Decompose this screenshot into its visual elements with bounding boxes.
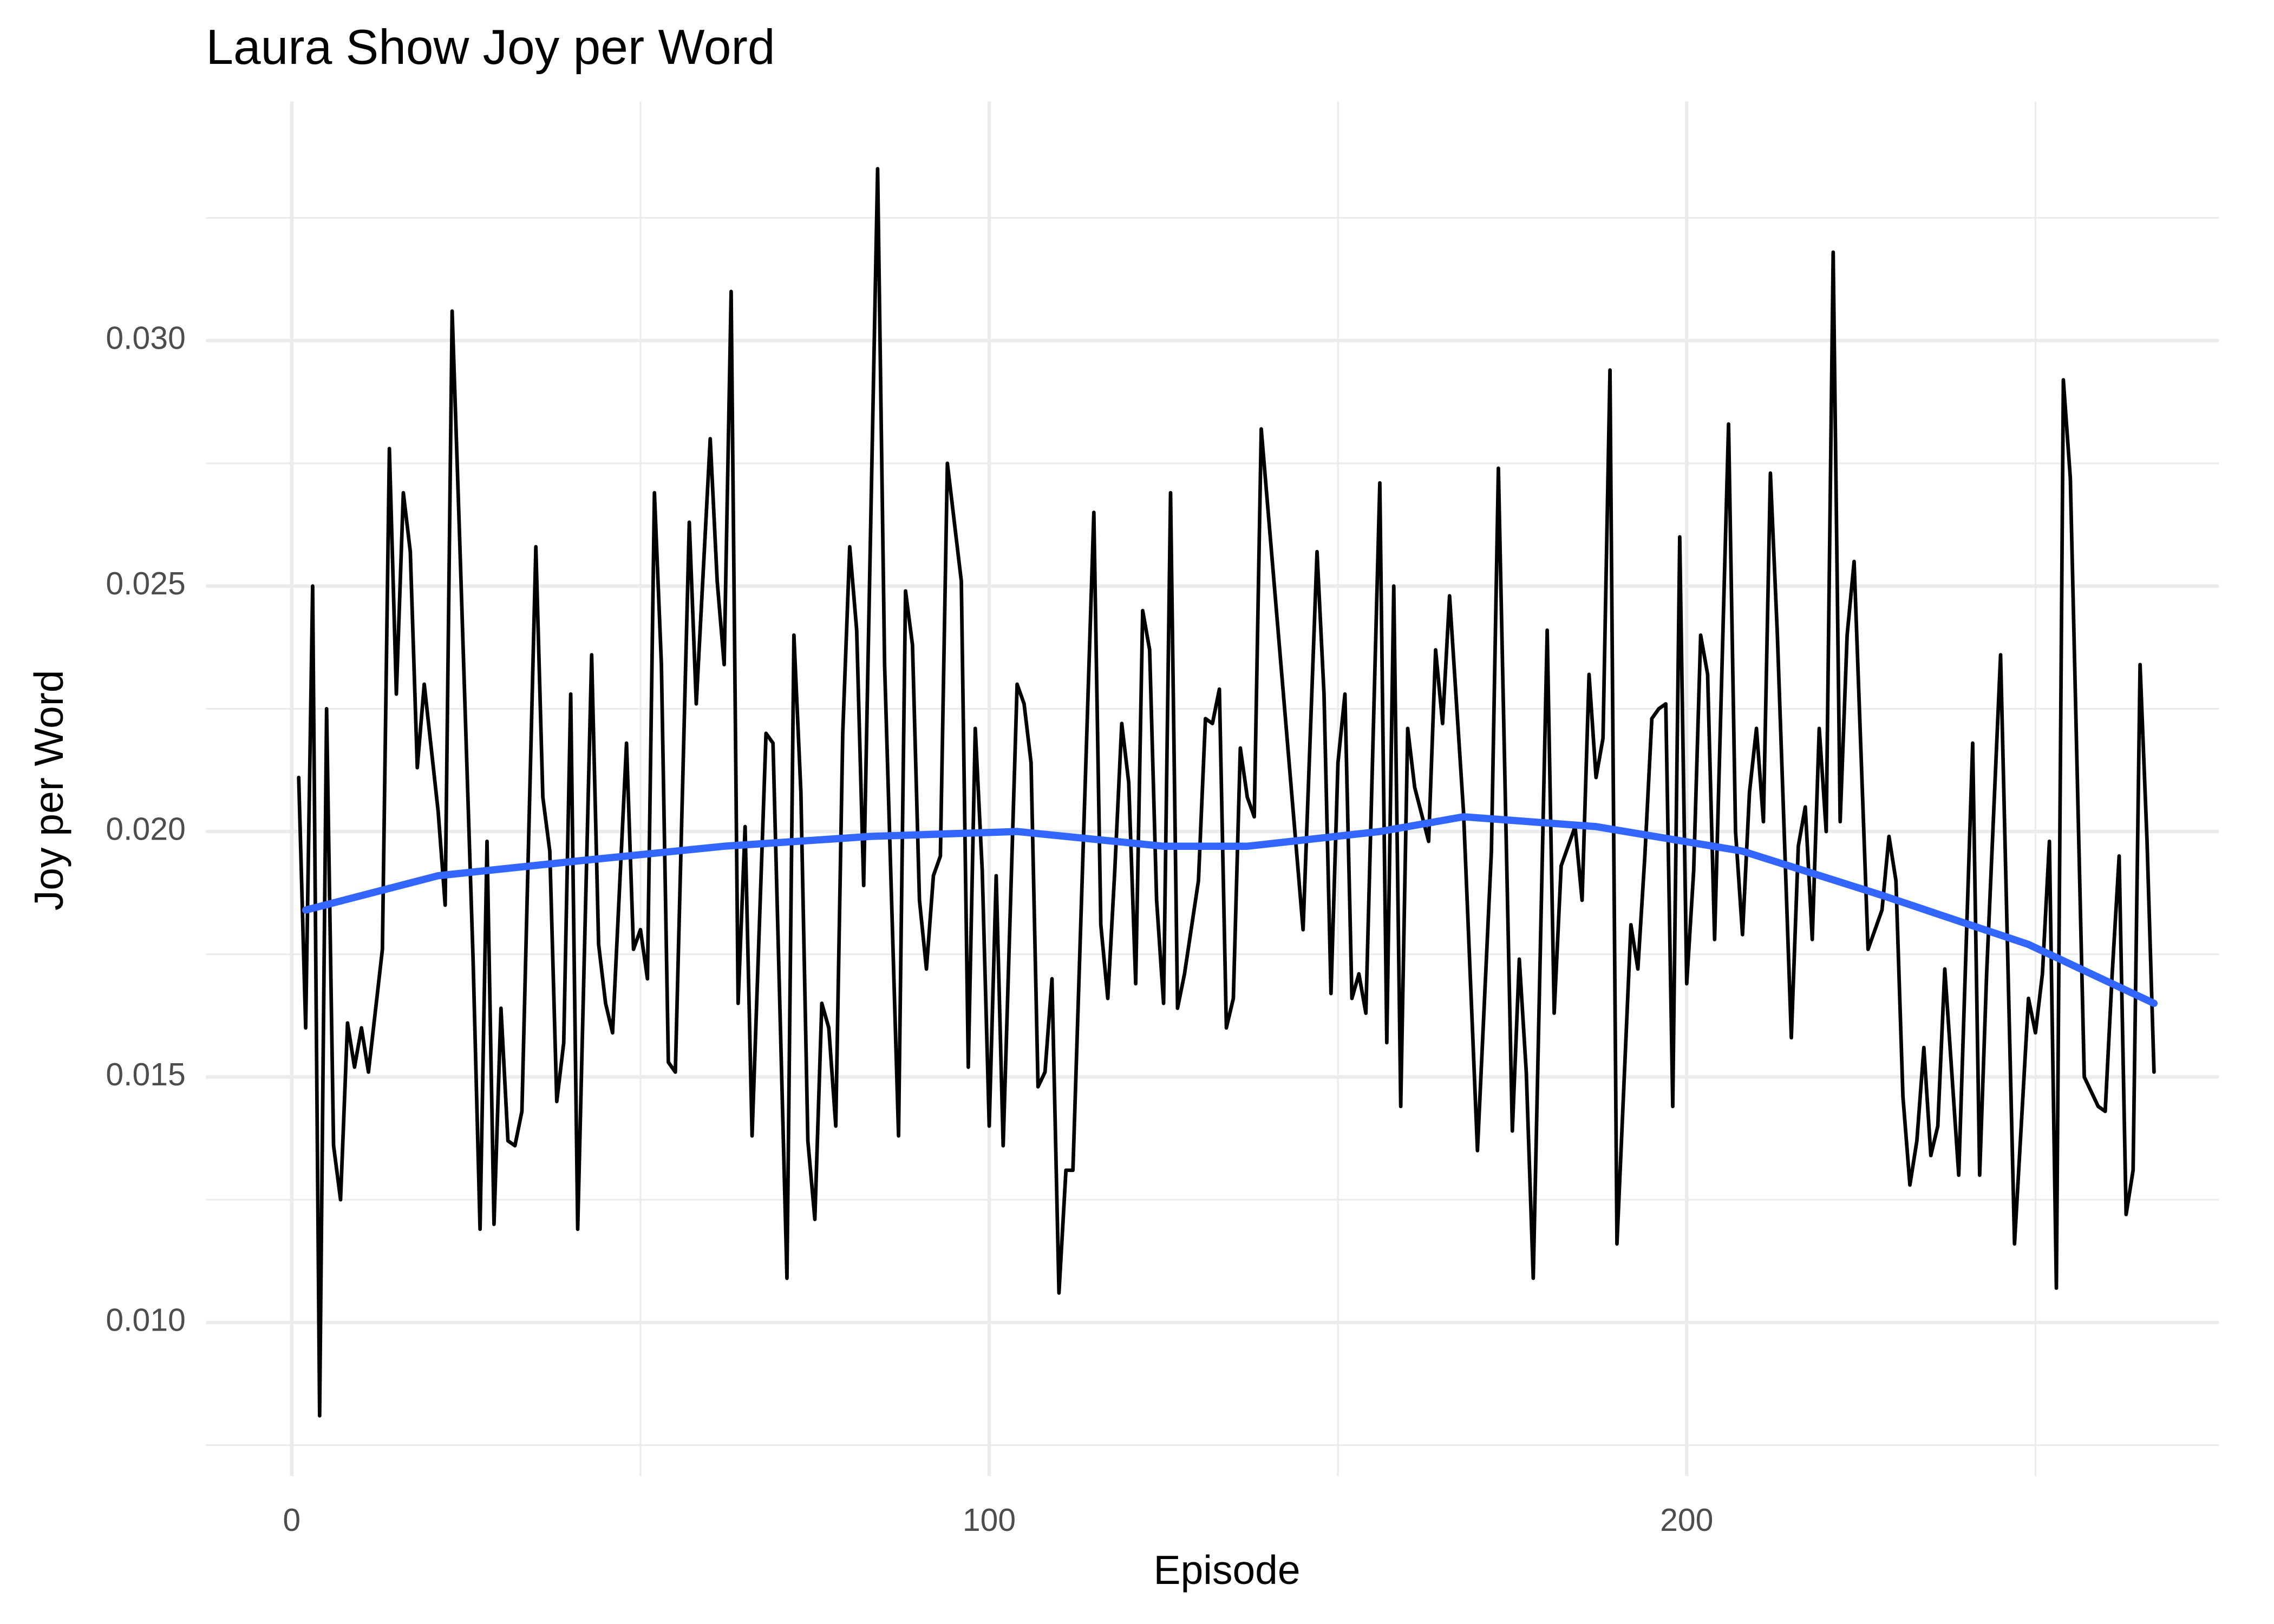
chart-title: Laura Show Joy per Word <box>206 20 775 75</box>
x-axis-title: Episode <box>1154 1547 1301 1593</box>
y-tick-label: 0.020 <box>106 812 185 847</box>
x-tick-label: 0 <box>283 1503 300 1538</box>
y-tick-label: 0.015 <box>106 1057 185 1092</box>
data-line <box>302 813 2158 1007</box>
y-tick-label: 0.025 <box>106 566 185 601</box>
y-tick-label: 0.030 <box>106 321 185 356</box>
y-tick-label: 0.010 <box>106 1302 185 1338</box>
plot-area <box>297 167 2158 1418</box>
x-tick-label: 200 <box>1660 1503 1713 1538</box>
data-line <box>297 167 2156 1418</box>
x-tick-label: 100 <box>963 1503 1016 1538</box>
grid <box>206 101 2219 1476</box>
y-axis-title: Joy per Word <box>26 670 71 911</box>
